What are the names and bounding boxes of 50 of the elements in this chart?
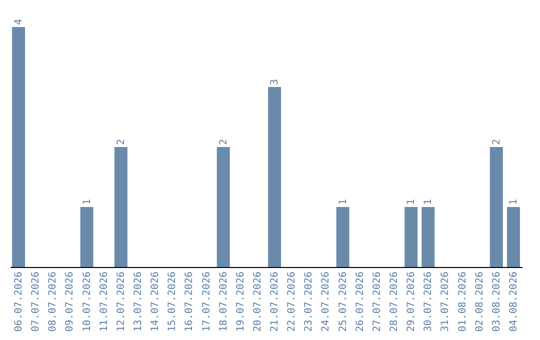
- data-label: 3: [270, 78, 281, 85]
- x-tick-label: 10.07.2026: [82, 272, 93, 332]
- x-tick-label: 07.07.2026: [30, 272, 42, 332]
- x-tick-label: 01.08.2026: [457, 272, 468, 332]
- x-tick-label: 15.07.2026: [167, 272, 178, 332]
- data-label: 1: [82, 198, 93, 205]
- x-tick-label: 28.07.2026: [389, 272, 400, 332]
- data-label: 2: [491, 138, 502, 145]
- x-tick-label: 12.07.2026: [116, 272, 127, 332]
- x-tick-label: 04.08.2026: [508, 272, 520, 332]
- x-tick-label: 31.07.2026: [440, 272, 452, 332]
- bar: [80, 207, 94, 267]
- data-label: 1: [508, 198, 520, 205]
- bar: [422, 207, 435, 267]
- x-tick-label: 29.07.2026: [406, 272, 418, 332]
- x-tick-label: 13.07.2026: [133, 272, 144, 332]
- x-tick-label: 30.07.2026: [423, 272, 434, 332]
- data-label: 1: [338, 198, 349, 205]
- data-label: 4: [14, 18, 25, 25]
- bar: [404, 207, 418, 267]
- x-tick-label: 26.07.2026: [354, 272, 366, 332]
- x-tick-label: 27.07.2026: [372, 272, 383, 332]
- x-tick-label: 19.07.2026: [235, 272, 246, 332]
- x-tick-label: 14.07.2026: [150, 272, 162, 332]
- x-tick-label: 22.07.2026: [286, 272, 298, 332]
- x-tick-label: 21.07.2026: [270, 272, 281, 332]
- data-label: 1: [423, 198, 434, 205]
- x-tick-label: 11.07.2026: [98, 272, 110, 332]
- bar: [268, 87, 282, 267]
- x-tick-label: 16.07.2026: [184, 272, 196, 332]
- data-label: 1: [406, 198, 418, 205]
- x-tick-label: 23.07.2026: [304, 272, 315, 332]
- x-tick-label: 09.07.2026: [64, 272, 76, 332]
- bar: [490, 147, 503, 267]
- bar: [336, 207, 350, 267]
- bar: [216, 147, 230, 267]
- x-tick-label: 17.07.2026: [201, 272, 212, 332]
- x-tick-label: 18.07.2026: [218, 272, 230, 332]
- data-label: 2: [116, 138, 127, 145]
- x-tick-label: 03.08.2026: [491, 272, 502, 332]
- x-tick-label: 06.07.2026: [14, 272, 25, 332]
- x-tick-label: 25.07.2026: [338, 272, 349, 332]
- x-tick-label: 02.08.2026: [474, 272, 486, 332]
- bar: [114, 147, 128, 267]
- data-label: 2: [218, 138, 230, 145]
- x-tick-label: 20.07.2026: [252, 272, 264, 332]
- x-tick-label: 24.07.2026: [320, 272, 332, 332]
- bar: [506, 207, 520, 267]
- x-tick-label: 08.07.2026: [48, 272, 59, 332]
- bar: [12, 27, 26, 267]
